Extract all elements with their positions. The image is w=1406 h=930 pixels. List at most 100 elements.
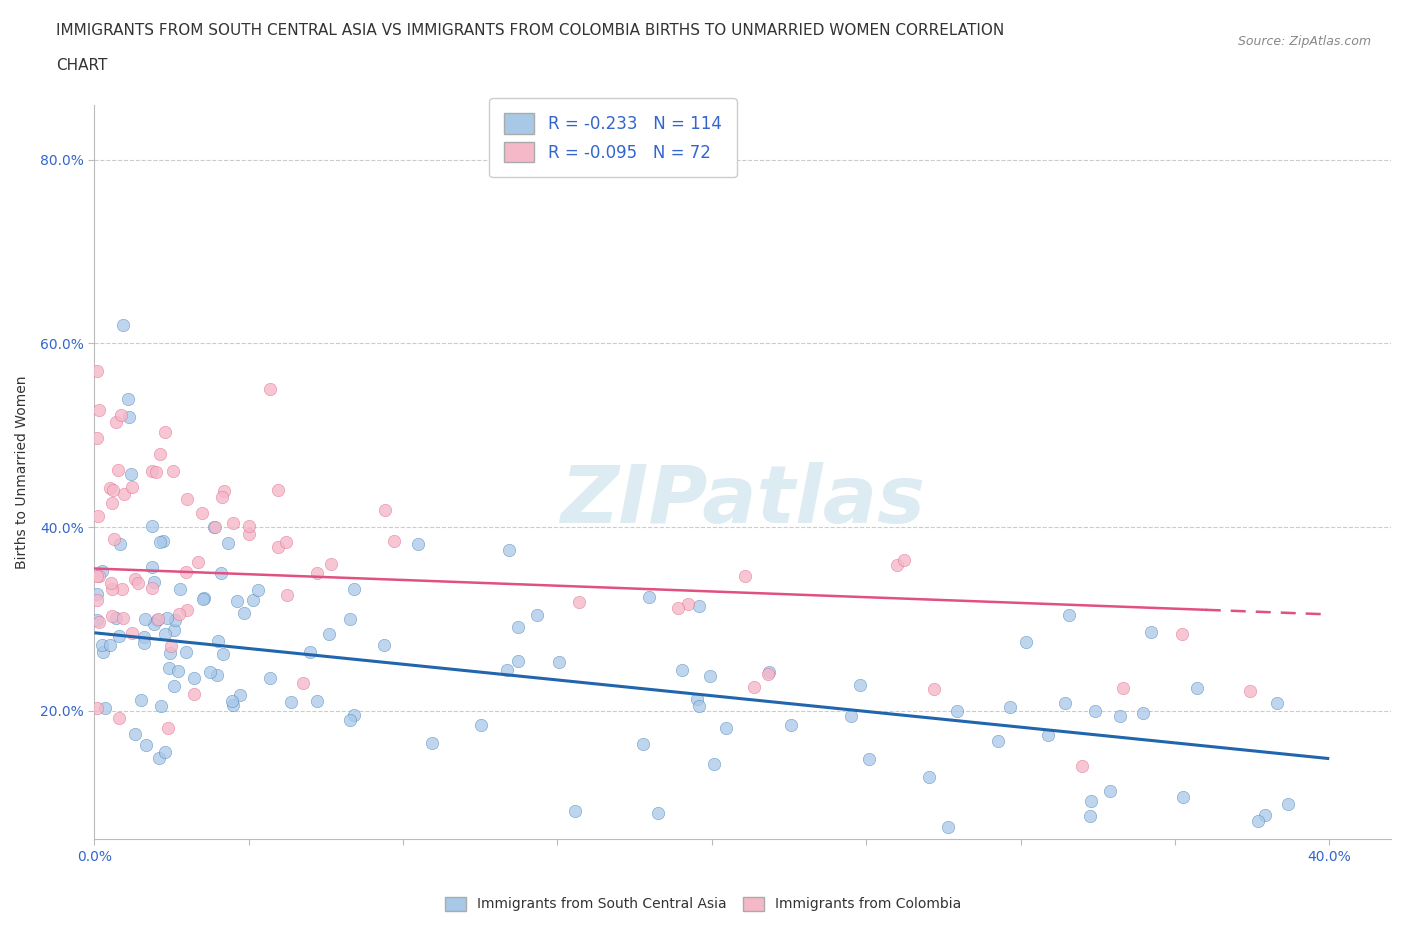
Point — [143, 575, 166, 590]
Point — [87, 403, 110, 418]
Point — [222, 516, 245, 531]
Point — [291, 675, 314, 690]
Point — [498, 542, 520, 557]
Text: CHART: CHART — [56, 58, 108, 73]
Point — [1108, 708, 1130, 723]
Point — [127, 576, 149, 591]
Point — [319, 556, 342, 571]
Point — [100, 581, 122, 596]
Point — [298, 644, 321, 659]
Point — [107, 711, 129, 725]
Point — [342, 708, 364, 723]
Point — [121, 625, 143, 640]
Point — [647, 805, 669, 820]
Point — [671, 662, 693, 677]
Point — [176, 492, 198, 507]
Point — [222, 698, 245, 712]
Point — [946, 704, 969, 719]
Point — [132, 635, 155, 650]
Point — [526, 608, 548, 623]
Point — [131, 693, 153, 708]
Point — [118, 410, 141, 425]
Point — [1054, 696, 1077, 711]
Point — [1111, 681, 1133, 696]
Point — [221, 694, 243, 709]
Point — [160, 638, 183, 653]
Point — [374, 502, 396, 517]
Point — [714, 721, 737, 736]
Point — [666, 601, 689, 616]
Point — [1239, 684, 1261, 698]
Point — [280, 694, 302, 709]
Point — [420, 736, 443, 751]
Point — [238, 519, 260, 534]
Point — [101, 608, 124, 623]
Point — [212, 484, 235, 498]
Point — [110, 408, 132, 423]
Point — [169, 581, 191, 596]
Y-axis label: Births to Unmarried Women: Births to Unmarried Women — [15, 376, 30, 569]
Point — [187, 555, 209, 570]
Point — [259, 671, 281, 685]
Point — [193, 591, 215, 605]
Point — [101, 483, 124, 498]
Text: ZIPatlas: ZIPatlas — [560, 462, 925, 540]
Point — [107, 462, 129, 477]
Point — [86, 431, 108, 445]
Point — [1084, 703, 1107, 718]
Point — [373, 637, 395, 652]
Point — [141, 560, 163, 575]
Point — [242, 592, 264, 607]
Point — [103, 531, 125, 546]
Point — [1277, 796, 1299, 811]
Point — [246, 582, 269, 597]
Point — [183, 671, 205, 685]
Point — [145, 464, 167, 479]
Point — [142, 617, 165, 631]
Point — [229, 687, 252, 702]
Point — [86, 587, 108, 602]
Point — [742, 679, 765, 694]
Point — [267, 539, 290, 554]
Point — [86, 700, 108, 715]
Point — [508, 619, 530, 634]
Point — [91, 644, 114, 659]
Point — [101, 496, 124, 511]
Point — [105, 415, 128, 430]
Point — [183, 686, 205, 701]
Point — [382, 534, 405, 549]
Point — [191, 591, 214, 606]
Point — [305, 694, 328, 709]
Point — [98, 638, 121, 653]
Point — [191, 506, 214, 521]
Point — [134, 630, 156, 644]
Point — [148, 751, 170, 765]
Point — [217, 536, 239, 551]
Point — [94, 700, 117, 715]
Point — [111, 318, 134, 333]
Point — [89, 568, 111, 583]
Point — [159, 645, 181, 660]
Point — [124, 571, 146, 586]
Point — [318, 626, 340, 641]
Point — [153, 744, 176, 759]
Point — [1265, 695, 1288, 710]
Point — [152, 534, 174, 549]
Point — [1140, 624, 1163, 639]
Point — [688, 598, 710, 613]
Point — [198, 664, 221, 679]
Point — [1247, 814, 1270, 829]
Point — [226, 593, 249, 608]
Point — [163, 623, 186, 638]
Point — [157, 660, 180, 675]
Point — [86, 612, 108, 627]
Point — [1171, 627, 1194, 642]
Legend: Immigrants from South Central Asia, Immigrants from Colombia: Immigrants from South Central Asia, Immi… — [437, 890, 969, 919]
Point — [918, 769, 941, 784]
Point — [153, 425, 176, 440]
Point — [676, 597, 699, 612]
Point — [153, 626, 176, 641]
Point — [108, 629, 131, 644]
Point — [339, 611, 361, 626]
Point — [135, 737, 157, 752]
